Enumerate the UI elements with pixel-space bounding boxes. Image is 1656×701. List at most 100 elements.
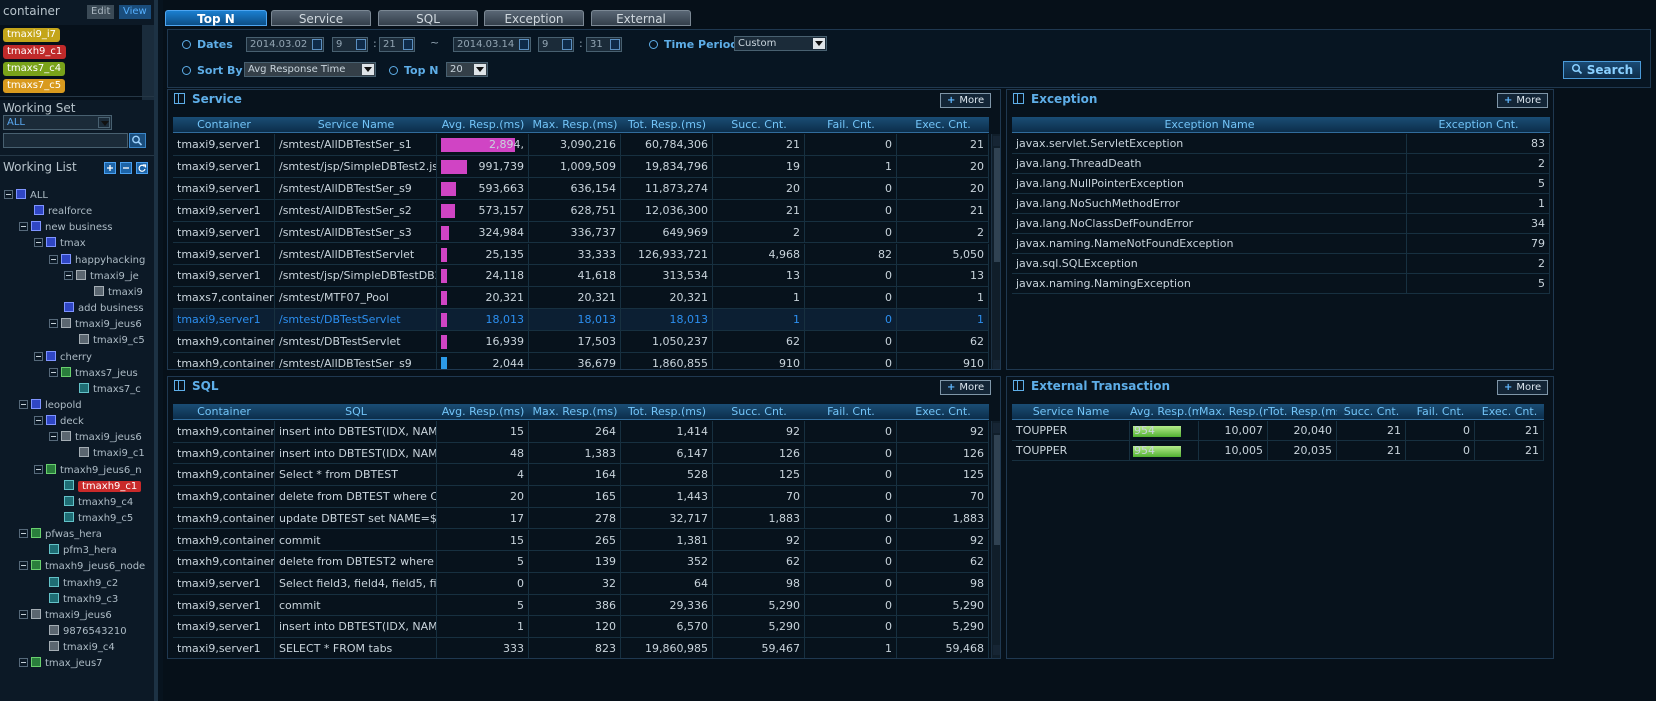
scroll-down-icon[interactable]: [993, 645, 1000, 655]
tree-node[interactable]: tmaxs7_jeus: [49, 366, 138, 382]
collapse-toggle-icon[interactable]: [19, 561, 28, 571]
column-header[interactable]: Avg. Resp.(ms): [1130, 405, 1199, 418]
table-row[interactable]: javax.servlet.ServletException 83: [1012, 134, 1550, 154]
start-hour-spinner[interactable]: 9: [332, 37, 368, 52]
column-header[interactable]: Exec. Cnt.: [915, 405, 971, 418]
tab-external[interactable]: External: [591, 10, 691, 26]
collapse-toggle-icon[interactable]: [19, 609, 28, 619]
collapse-toggle-icon[interactable]: [49, 319, 58, 329]
table-row[interactable]: tmaxh9,container1 insert into DBTEST(IDX,…: [173, 421, 989, 443]
collapse-toggle-icon[interactable]: [64, 270, 73, 280]
column-header[interactable]: Fail. Cnt.: [827, 405, 875, 418]
collapse-toggle-icon[interactable]: [4, 190, 13, 199]
column-header[interactable]: Succ. Cnt.: [731, 118, 787, 131]
table-row[interactable]: tmaxh9,container1 update DBTEST set NAME=…: [173, 507, 989, 530]
spinner-arrows-icon[interactable]: [356, 39, 366, 50]
table-row[interactable]: tmaxi9,server1/smtest/AllDBTestSer_s2 573…: [173, 199, 989, 222]
table-row[interactable]: javax.naming.NamingException 5: [1012, 274, 1550, 294]
table-row[interactable]: tmaxi9,server1/smtest/jsp/SimpleDBTest2.…: [173, 155, 989, 178]
column-header[interactable]: Avg. Resp.(ms): [441, 118, 525, 131]
chevron-down-icon[interactable]: [813, 38, 825, 49]
start-date-input[interactable]: 2014.03.02: [246, 37, 324, 52]
collapse-toggle-icon[interactable]: [34, 464, 43, 474]
service-table-scrollbar[interactable]: [991, 134, 1000, 369]
collapse-all-icon[interactable]: [120, 162, 132, 174]
tree-node[interactable]: tmaxi9_jeus6: [19, 608, 112, 624]
time-period-select[interactable]: Custom: [734, 36, 827, 51]
tree-node[interactable]: tmax_jeus7: [19, 656, 103, 672]
collapse-toggle-icon[interactable]: [19, 399, 28, 409]
column-header[interactable]: Container: [197, 405, 251, 418]
column-header[interactable]: Tot. Resp.(ms): [627, 118, 707, 131]
sort-by-select[interactable]: Avg Response Time: [244, 62, 376, 77]
table-row[interactable]: tmaxi9,server1 insert into DBTEST(IDX, NA…: [173, 616, 989, 638]
table-row[interactable]: tmaxi9,server1 Select field3, field4, fie…: [173, 572, 989, 595]
top-n-select[interactable]: 20: [446, 62, 488, 77]
tab-sql[interactable]: SQL: [378, 10, 478, 26]
table-row[interactable]: tmaxi9,server1/smtest/AllDBTestSer_s1 2,8…: [173, 134, 989, 156]
sql-table-scrollbar[interactable]: [991, 421, 1000, 658]
tree-node[interactable]: pfm3_hera: [49, 543, 117, 559]
column-header[interactable]: Fail. Cnt.: [827, 118, 875, 131]
table-row[interactable]: TOUPPER 954 10,005 20,035 21 0 21: [1012, 441, 1544, 461]
tree-node[interactable]: tmaxi9_c4: [49, 640, 115, 656]
column-header[interactable]: Container: [197, 118, 251, 131]
table-row[interactable]: tmaxi9,server1/smtest/AllDBTestSer_s9 593…: [173, 177, 989, 200]
column-header[interactable]: Succ. Cnt.: [731, 405, 787, 418]
tree-node[interactable]: leopold: [19, 398, 82, 414]
calendar-icon[interactable]: [312, 39, 322, 50]
table-row[interactable]: tmaxi9,server1/smtest/AllDBTestServlet 25…: [173, 243, 989, 266]
table-row[interactable]: tmaxh9,container1/smtest/DBTestServlet 16…: [173, 331, 989, 353]
collapse-toggle-icon[interactable]: [34, 351, 43, 361]
collapse-toggle-icon[interactable]: [49, 254, 58, 264]
column-header[interactable]: Fail. Cnt.: [1416, 405, 1465, 418]
tree-node[interactable]: 9876543210: [49, 624, 127, 640]
collapse-toggle-icon[interactable]: [49, 367, 58, 377]
tree-node[interactable]: tmaxh9_c2: [49, 576, 118, 592]
start-minute-spinner[interactable]: 21: [379, 37, 415, 52]
tree-node[interactable]: tmaxi9_jeus6: [49, 430, 142, 446]
working-set-select[interactable]: ALL: [3, 115, 112, 130]
tab-exception[interactable]: Exception: [484, 10, 584, 26]
table-row[interactable]: tmaxi9,server1 SELECT * FROM tabs 333 823 19…: [173, 638, 989, 658]
column-header[interactable]: Service Name: [317, 118, 395, 131]
column-header[interactable]: SQL: [345, 405, 367, 418]
tree-node[interactable]: realforce: [34, 204, 92, 220]
table-row[interactable]: tmaxi9,server1 commit 5 386 29,336 5,290 0 5,29…: [173, 594, 989, 617]
column-header[interactable]: Tot. Resp.(ms): [627, 405, 707, 418]
spinner-arrows-icon[interactable]: [610, 39, 620, 50]
tree-node[interactable]: cherry: [34, 350, 92, 366]
tree-node[interactable]: tmaxh9_c3: [49, 592, 118, 608]
edit-button[interactable]: Edit: [87, 5, 115, 19]
table-row[interactable]: tmaxh9,container1 commit 15 265 1,381 92 0 92: [173, 529, 989, 552]
scroll-thumb[interactable]: [994, 435, 1000, 545]
calendar-icon[interactable]: [519, 39, 529, 50]
column-header[interactable]: Service Name: [1032, 405, 1110, 418]
tree-node[interactable]: ALL: [4, 188, 48, 204]
tree-node[interactable]: tmaxh9_c1: [64, 479, 142, 495]
search-button[interactable]: Search: [1563, 61, 1641, 79]
container-tag[interactable]: tmaxs7_c5: [3, 79, 66, 93]
tree-node[interactable]: tmaxi9_c5: [79, 333, 145, 349]
tree-node[interactable]: deck: [34, 414, 84, 430]
table-row[interactable]: tmaxh9,container1/smtest/AllDBTestSer_s9…: [173, 353, 989, 369]
tree-node[interactable]: tmaxs7_c: [79, 382, 141, 398]
column-header[interactable]: Avg. Resp.(ms): [441, 405, 525, 418]
column-header[interactable]: Succ. Cnt.: [1343, 405, 1400, 418]
chevron-down-icon[interactable]: [474, 64, 486, 75]
tree-node[interactable]: tmaxh9_jeus6_n: [34, 463, 142, 479]
tab-top-n[interactable]: Top N: [165, 10, 267, 26]
chevron-down-icon[interactable]: [362, 64, 374, 75]
end-date-input[interactable]: 2014.03.14: [453, 37, 531, 52]
tree-node[interactable]: new business: [19, 220, 112, 236]
end-minute-spinner[interactable]: 31: [586, 37, 622, 52]
sql-more-button[interactable]: More: [940, 380, 992, 395]
column-header[interactable]: Exception Name: [1164, 118, 1255, 131]
column-header[interactable]: Max. Resp.(ms): [1199, 405, 1268, 418]
column-header[interactable]: Exec. Cnt.: [1481, 405, 1538, 418]
tab-service[interactable]: Service: [271, 10, 371, 26]
scroll-up-icon[interactable]: [993, 136, 1000, 146]
table-row[interactable]: tmaxs7,container4/smtest/MTF07_Pool 20,32…: [173, 287, 989, 310]
tree-node[interactable]: pfwas_hera: [19, 527, 102, 543]
external-more-button[interactable]: More: [1497, 380, 1549, 395]
